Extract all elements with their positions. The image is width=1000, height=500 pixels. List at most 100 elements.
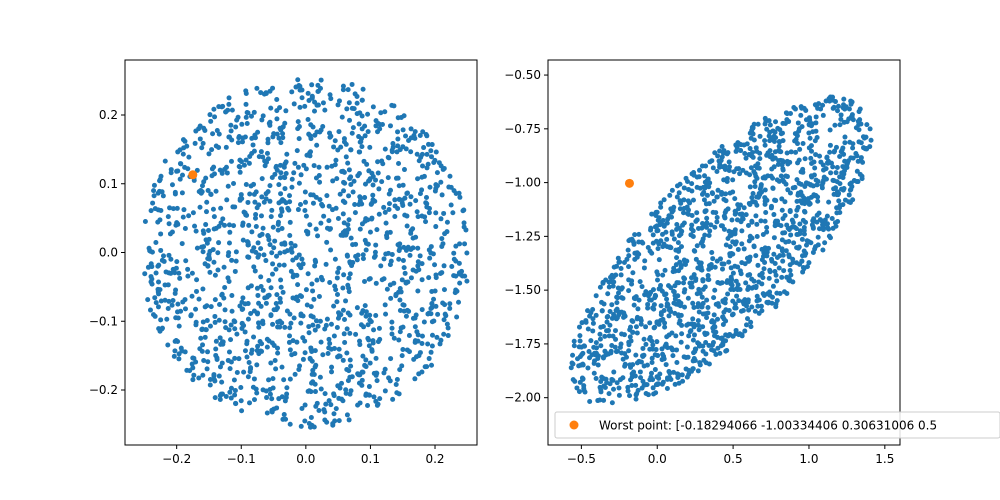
data-point	[324, 239, 330, 245]
data-point	[630, 238, 636, 244]
data-point	[725, 291, 731, 297]
data-point	[369, 215, 375, 221]
data-point	[229, 107, 235, 113]
data-point	[677, 206, 683, 212]
data-point	[150, 200, 156, 206]
data-point	[695, 340, 701, 346]
data-point	[217, 397, 223, 403]
data-point	[248, 350, 254, 356]
data-point	[168, 170, 174, 176]
data-point	[850, 197, 856, 203]
data-point	[331, 144, 337, 150]
data-point	[395, 136, 401, 142]
data-point	[721, 261, 727, 267]
data-point	[313, 318, 319, 324]
data-point	[407, 252, 413, 258]
data-point	[199, 183, 205, 189]
data-point	[343, 390, 349, 396]
data-point	[429, 154, 434, 160]
data-point	[408, 230, 414, 236]
data-point	[724, 175, 730, 181]
data-point	[274, 405, 280, 411]
data-point	[818, 159, 824, 165]
data-point	[676, 280, 682, 286]
y-tick-label: 0.1	[99, 177, 118, 191]
data-point	[225, 183, 231, 189]
x-tick-label: 1.5	[875, 452, 894, 466]
data-point	[419, 277, 425, 283]
data-point	[177, 147, 183, 153]
data-point	[609, 400, 615, 406]
data-point	[598, 387, 604, 393]
data-point	[408, 126, 414, 132]
data-point	[834, 179, 840, 185]
data-point	[601, 397, 607, 403]
data-point	[625, 384, 631, 390]
data-point	[309, 281, 315, 287]
data-point	[241, 162, 247, 168]
data-point	[142, 219, 148, 225]
data-point	[240, 220, 246, 226]
data-point	[265, 232, 271, 238]
data-point	[226, 222, 232, 228]
data-point	[653, 382, 659, 388]
data-point	[393, 381, 399, 387]
data-point	[158, 231, 164, 237]
data-point	[245, 110, 251, 116]
data-point	[831, 191, 837, 197]
data-point	[363, 313, 369, 319]
data-point	[853, 125, 859, 131]
data-point	[356, 372, 362, 378]
data-point	[714, 214, 720, 220]
data-point	[283, 159, 289, 165]
data-point	[669, 231, 675, 237]
data-point	[398, 289, 404, 295]
data-point	[747, 184, 753, 190]
data-point	[654, 319, 660, 325]
data-point	[258, 283, 264, 289]
data-point	[382, 146, 388, 152]
data-point	[419, 261, 425, 267]
data-point	[714, 168, 720, 174]
data-point	[738, 148, 744, 154]
data-point	[678, 231, 684, 237]
data-point	[744, 322, 749, 328]
data-point	[309, 82, 315, 88]
data-point	[199, 348, 205, 354]
data-point	[165, 342, 171, 348]
data-point	[457, 280, 463, 286]
data-point	[628, 324, 634, 330]
data-point	[634, 330, 640, 336]
data-point	[217, 393, 223, 399]
data-point	[737, 331, 743, 337]
data-point	[348, 363, 354, 369]
data-point	[417, 133, 423, 139]
data-point	[676, 268, 682, 274]
data-point	[207, 248, 213, 254]
data-point	[794, 177, 800, 183]
data-point	[643, 390, 649, 396]
data-point	[310, 322, 316, 328]
data-point	[685, 198, 691, 204]
data-point	[453, 287, 459, 293]
data-point	[721, 148, 727, 154]
data-point	[170, 206, 176, 212]
data-point	[638, 375, 644, 381]
data-point	[217, 364, 223, 370]
data-point	[291, 101, 297, 107]
data-point	[243, 114, 249, 120]
data-point	[231, 223, 237, 229]
data-point	[835, 103, 841, 109]
data-point	[170, 266, 176, 272]
data-point	[308, 345, 314, 351]
data-point	[854, 153, 860, 159]
data-point	[428, 148, 434, 154]
data-point	[627, 393, 633, 399]
data-point	[332, 162, 338, 168]
data-point	[742, 151, 748, 157]
data-point	[397, 241, 403, 247]
data-point	[245, 374, 251, 380]
data-point	[595, 362, 601, 368]
data-point	[826, 199, 832, 205]
data-point	[316, 407, 322, 413]
